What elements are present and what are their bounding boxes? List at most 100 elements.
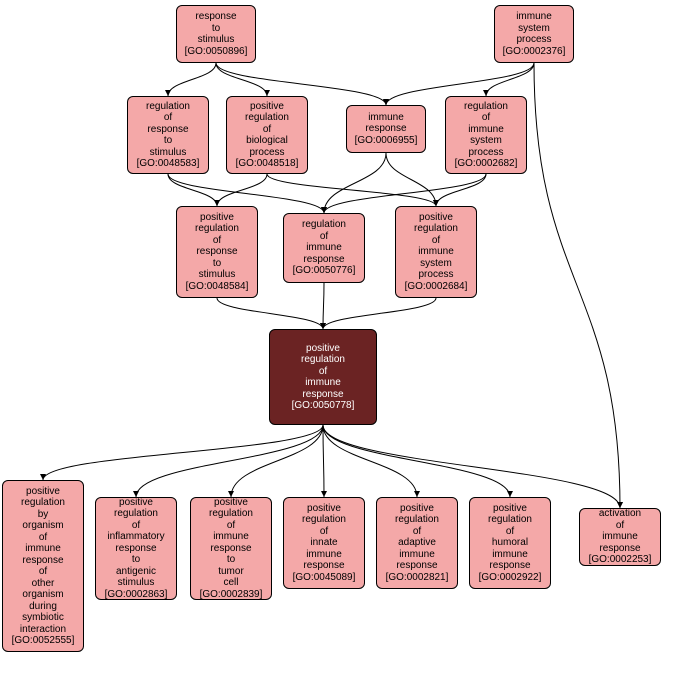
node-line: positive <box>250 101 284 113</box>
node-line: immune <box>399 549 435 561</box>
node-line: symbiotic <box>22 612 64 624</box>
go-node[interactable]: positiveregulationofimmuneresponse[GO:00… <box>269 329 377 425</box>
node-line: [GO:0002863] <box>105 589 168 601</box>
node-line: regulation <box>488 514 532 526</box>
go-node[interactable]: positiveregulationofimmunesystemprocess[… <box>395 206 477 298</box>
node-line: regulation <box>302 514 346 526</box>
node-line: positive <box>400 503 434 515</box>
node-line: immune <box>516 11 552 23</box>
node-line: response <box>365 123 406 135</box>
node-line: activation <box>599 508 641 520</box>
go-node[interactable]: responsetostimulus[GO:0050896] <box>176 5 256 63</box>
node-line: cell <box>223 577 238 589</box>
node-line: of <box>39 532 47 544</box>
go-node[interactable]: regulationofresponsetostimulus[GO:004858… <box>127 96 209 174</box>
node-line: of <box>320 526 328 538</box>
node-line: other <box>32 578 55 590</box>
node-line: regulation <box>245 112 289 124</box>
node-line: of <box>320 231 328 243</box>
node-line: response <box>22 555 63 567</box>
go-node[interactable]: positiveregulationofinnateimmuneresponse… <box>283 497 365 589</box>
node-line: biological <box>246 135 288 147</box>
node-line: to <box>132 554 140 566</box>
go-node[interactable]: regulationofimmunesystemprocess[GO:00026… <box>445 96 527 174</box>
node-line: response <box>195 11 236 23</box>
go-node[interactable]: positiveregulationofadaptiveimmunerespon… <box>376 497 458 589</box>
node-line: regulation <box>114 508 158 520</box>
node-line: [GO:0050776] <box>293 265 356 277</box>
node-line: [GO:0050778] <box>292 400 355 412</box>
node-line: stimulus <box>198 34 235 46</box>
node-line: [GO:0002839] <box>200 589 263 601</box>
go-node[interactable]: immunesystemprocess[GO:0002376] <box>494 5 574 63</box>
node-line: regulation <box>209 508 253 520</box>
node-line: of <box>482 112 490 124</box>
node-line: stimulus <box>118 577 155 589</box>
node-line: response <box>303 254 344 266</box>
node-line: of <box>616 520 624 532</box>
node-line: [GO:0002684] <box>405 281 468 293</box>
node-line: [GO:0002821] <box>386 572 449 584</box>
node-line: response <box>210 543 251 555</box>
go-node[interactable]: activationofimmuneresponse[GO:0002253] <box>579 508 661 566</box>
node-line: inflammatory <box>107 531 164 543</box>
node-line: regulation <box>195 223 239 235</box>
node-line: [GO:0050896] <box>185 46 248 58</box>
node-line: positive <box>200 212 234 224</box>
node-line: response <box>599 543 640 555</box>
node-line: [GO:0002682] <box>455 158 518 170</box>
node-line: process <box>418 269 453 281</box>
node-line: immune <box>306 549 342 561</box>
node-line: regulation <box>464 101 508 113</box>
go-node[interactable]: positiveregulationofinflammatoryresponse… <box>95 497 177 600</box>
node-line: immune <box>602 531 638 543</box>
go-node[interactable]: positiveregulationofimmuneresponsetotumo… <box>190 497 272 600</box>
node-line: of <box>413 526 421 538</box>
node-line: to <box>213 258 221 270</box>
node-line: of <box>319 366 327 378</box>
node-line: response <box>303 560 344 572</box>
node-line: of <box>506 526 514 538</box>
node-line: process <box>249 147 284 159</box>
node-line: positive <box>493 503 527 515</box>
node-line: innate <box>310 537 337 549</box>
node-line: to <box>212 23 220 35</box>
node-line: [GO:0048584] <box>186 281 249 293</box>
node-line: regulation <box>395 514 439 526</box>
node-line: organism <box>22 520 63 532</box>
node-line: positive <box>119 497 153 509</box>
node-line: regulation <box>146 101 190 113</box>
node-line: [GO:0002253] <box>589 554 652 566</box>
go-node[interactable]: positiveregulationbyorganismofimmuneresp… <box>2 480 84 652</box>
node-line: regulation <box>21 497 65 509</box>
node-line: [GO:0048518] <box>236 158 299 170</box>
go-node[interactable]: positiveregulationofbiologicalprocess[GO… <box>226 96 308 174</box>
node-line: antigenic <box>116 566 156 578</box>
node-line: response <box>147 124 188 136</box>
node-line: system <box>420 258 452 270</box>
node-line: adaptive <box>398 537 436 549</box>
node-line: response <box>115 543 156 555</box>
node-line: response <box>396 560 437 572</box>
node-line: to <box>164 135 172 147</box>
node-line: system <box>470 135 502 147</box>
node-line: during <box>29 601 57 613</box>
node-line: stimulus <box>199 269 236 281</box>
node-line: organism <box>22 589 63 601</box>
node-line: regulation <box>301 354 345 366</box>
node-line: positive <box>214 497 248 509</box>
node-line: of <box>432 235 440 247</box>
node-line: tumor <box>218 566 244 578</box>
node-line: [GO:0052555] <box>12 635 75 647</box>
node-line: [GO:0006955] <box>355 135 418 147</box>
go-node[interactable]: immuneresponse[GO:0006955] <box>346 105 426 153</box>
go-node[interactable]: positiveregulationofhumoralimmunerespons… <box>469 497 551 589</box>
node-line: response <box>302 389 343 401</box>
node-line: [GO:0045089] <box>293 572 356 584</box>
node-line: immune <box>25 543 61 555</box>
go-node[interactable]: regulationofimmuneresponse[GO:0050776] <box>283 213 365 283</box>
go-node[interactable]: positiveregulationofresponsetostimulus[G… <box>176 206 258 298</box>
node-line: of <box>263 124 271 136</box>
node-line: [GO:0048583] <box>137 158 200 170</box>
node-line: by <box>38 509 49 521</box>
